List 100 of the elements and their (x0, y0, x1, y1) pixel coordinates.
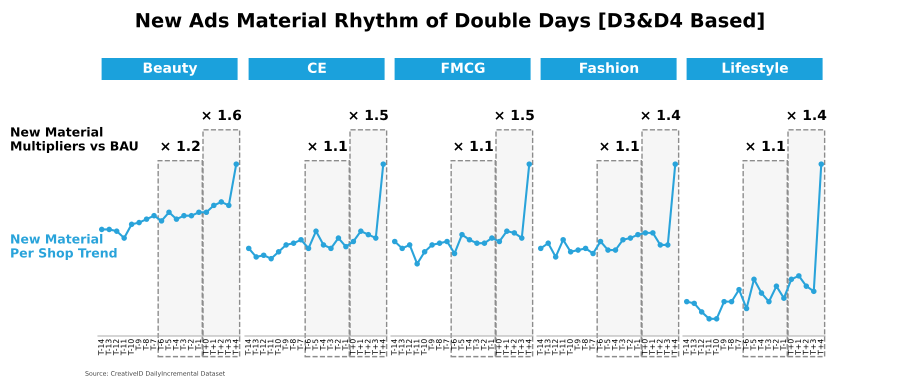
point (598, 238, 604, 244)
point (313, 228, 319, 234)
point (174, 216, 180, 222)
point (211, 202, 217, 208)
point (628, 235, 634, 241)
point (253, 254, 259, 260)
point (196, 209, 202, 216)
point (684, 298, 690, 304)
point (496, 238, 502, 244)
point (774, 283, 780, 289)
point (399, 246, 405, 252)
point (290, 240, 296, 246)
point (380, 161, 386, 167)
point (436, 240, 442, 246)
point (106, 226, 112, 232)
band-label: × 1.5 (496, 110, 534, 120)
point (188, 212, 194, 218)
point (136, 220, 142, 226)
point (181, 212, 187, 218)
band-label: × 1.1 (746, 140, 785, 151)
point (560, 236, 566, 243)
point (268, 256, 274, 262)
point (691, 300, 697, 306)
band-label: × 1.1 (308, 140, 347, 151)
point (233, 161, 240, 167)
point (320, 242, 326, 248)
point (672, 161, 678, 167)
point (166, 209, 172, 216)
point (758, 290, 764, 296)
chart-title: FMCG (442, 62, 484, 74)
point (489, 235, 495, 241)
point (459, 232, 465, 238)
point (706, 316, 712, 322)
point (781, 295, 787, 301)
point (665, 242, 671, 248)
point (414, 261, 420, 267)
point (582, 246, 588, 252)
point (512, 230, 518, 236)
point (306, 246, 312, 252)
point (804, 283, 810, 289)
point (158, 218, 164, 224)
point (568, 249, 574, 255)
band-label: × 1.4 (642, 110, 680, 120)
band-label: × 1.1 (454, 140, 493, 151)
point (276, 249, 282, 255)
point (788, 276, 794, 282)
point (721, 298, 727, 304)
point (406, 242, 412, 248)
point (392, 238, 398, 244)
point (328, 246, 334, 252)
point (635, 232, 641, 238)
point (343, 244, 349, 250)
point (373, 235, 379, 241)
point (218, 199, 224, 205)
point (114, 228, 120, 234)
point (151, 212, 157, 218)
point (698, 309, 704, 315)
point (811, 288, 817, 294)
point (575, 247, 581, 253)
point (552, 254, 558, 260)
point (98, 226, 105, 232)
text: New Material Multipliers vs BAU (11, 126, 138, 154)
point (796, 273, 802, 279)
point (246, 246, 252, 252)
point (504, 228, 510, 234)
point (818, 161, 824, 167)
point (204, 209, 210, 216)
point (422, 249, 428, 255)
point (545, 240, 551, 246)
point (121, 235, 127, 241)
chart-title: Beauty (144, 62, 198, 76)
point (526, 161, 532, 167)
point (336, 235, 342, 241)
band-label: × 1.6 (202, 110, 242, 120)
text: New Ads Material Rhythm of Double Days [D3&D4 Based] (136, 12, 764, 32)
point (766, 298, 772, 304)
point (744, 306, 750, 312)
band-label: × 1.4 (788, 110, 826, 120)
point (128, 222, 134, 228)
point (482, 240, 488, 246)
point (650, 230, 656, 236)
point (366, 232, 372, 238)
point (474, 240, 480, 246)
point (226, 202, 232, 208)
point (612, 247, 618, 253)
point (728, 298, 734, 304)
point (751, 276, 757, 282)
point (350, 238, 356, 244)
point (519, 235, 525, 241)
point (429, 242, 435, 248)
point (605, 247, 611, 253)
band-label: × 1.1 (600, 140, 639, 151)
annotation: New Material Per Shop Trend (11, 234, 117, 260)
chart-title: CE (308, 62, 326, 74)
band-label: × 1.5 (350, 110, 388, 120)
point (620, 236, 626, 243)
point (444, 238, 450, 244)
point (358, 228, 364, 234)
point (736, 286, 742, 292)
chart-title: Lifestyle (722, 62, 788, 76)
